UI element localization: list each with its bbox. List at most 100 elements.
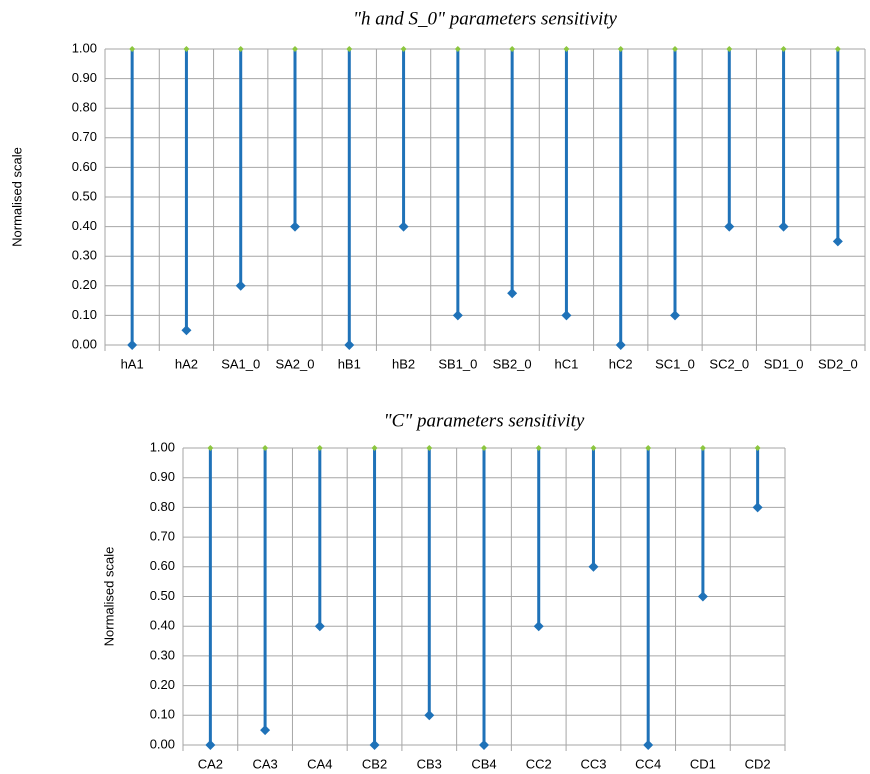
low-marker xyxy=(260,725,271,736)
x-tick-label: hC2 xyxy=(609,356,633,371)
y-tick-label: 1.00 xyxy=(150,439,175,454)
low-marker xyxy=(181,325,192,336)
y-tick-label: 0.80 xyxy=(72,100,97,115)
low-marker xyxy=(507,288,518,299)
y-tick-label: 0.30 xyxy=(150,647,175,662)
high-marker xyxy=(237,46,244,52)
y-tick-label: 0.80 xyxy=(150,499,175,514)
y-tick-label: 0.20 xyxy=(72,277,97,292)
high-marker xyxy=(346,46,353,52)
high-marker xyxy=(371,445,378,451)
low-marker xyxy=(290,221,300,232)
high-marker xyxy=(207,445,214,451)
y-tick-label: 0.60 xyxy=(72,159,97,174)
x-tick-label: CB4 xyxy=(471,756,496,771)
x-tick-label: CB2 xyxy=(362,756,387,771)
x-tick-label: SC1_0 xyxy=(655,356,695,371)
low-marker xyxy=(369,740,380,750)
low-marker xyxy=(127,340,138,350)
low-marker xyxy=(724,221,735,232)
y-tick-label: 0.00 xyxy=(72,336,97,351)
high-marker xyxy=(129,46,136,52)
x-tick-label: SA1_0 xyxy=(221,356,260,371)
x-tick-label: CA4 xyxy=(307,756,332,771)
x-tick-label: SD2_0 xyxy=(818,356,858,371)
x-tick-label: SD1_0 xyxy=(764,356,804,371)
low-marker xyxy=(778,221,789,232)
low-marker xyxy=(588,561,599,572)
y-tick-label: 0.70 xyxy=(150,529,175,544)
low-marker xyxy=(697,591,708,602)
high-marker xyxy=(262,445,269,451)
high-marker xyxy=(699,445,706,451)
x-tick-label: SC2_0 xyxy=(709,356,749,371)
high-marker xyxy=(563,46,570,52)
x-tick-label: CD2 xyxy=(745,756,771,771)
x-tick-label: hB2 xyxy=(392,356,415,371)
y-tick-label: 0.00 xyxy=(150,736,175,751)
y-tick-label: 0.50 xyxy=(150,588,175,603)
x-tick-label: SA2_0 xyxy=(275,356,314,371)
x-tick-label: CC4 xyxy=(635,756,661,771)
high-marker xyxy=(645,445,652,451)
high-marker xyxy=(481,445,487,451)
low-marker xyxy=(344,340,355,350)
high-marker xyxy=(292,46,298,52)
y-tick-label: 0.30 xyxy=(72,248,97,263)
x-tick-label: SB1_0 xyxy=(438,356,477,371)
low-marker xyxy=(643,740,654,750)
chart-title: "h and S_0" parameters sensitivity xyxy=(353,8,618,29)
low-marker xyxy=(205,740,216,750)
high-marker xyxy=(672,46,678,52)
y-tick-label: 0.10 xyxy=(150,707,175,722)
y-tick-label: 1.00 xyxy=(72,40,97,55)
low-marker xyxy=(561,310,572,321)
low-marker xyxy=(398,221,409,232)
high-marker xyxy=(400,46,407,52)
high-marker xyxy=(590,445,597,451)
low-marker xyxy=(235,280,246,291)
high-marker xyxy=(754,445,761,451)
high-marker xyxy=(426,445,433,451)
high-marker xyxy=(617,46,624,52)
low-marker xyxy=(424,710,435,721)
x-tick-label: SB2_0 xyxy=(493,356,532,371)
high-marker xyxy=(509,46,516,52)
high-marker xyxy=(454,46,461,52)
x-tick-label: hC1 xyxy=(554,356,578,371)
low-marker xyxy=(479,740,489,750)
low-marker xyxy=(533,621,544,632)
x-tick-label: CC2 xyxy=(526,756,552,771)
high-marker xyxy=(535,445,542,451)
y-tick-label: 0.40 xyxy=(150,618,175,633)
high-marker xyxy=(183,46,190,52)
x-tick-label: hB1 xyxy=(338,356,361,371)
x-tick-label: CA2 xyxy=(198,756,223,771)
y-axis-label: Normalised scale xyxy=(9,147,24,247)
high-marker xyxy=(780,46,787,52)
y-tick-label: 0.70 xyxy=(72,129,97,144)
low-marker xyxy=(832,236,843,247)
y-tick-label: 0.90 xyxy=(150,469,175,484)
x-tick-label: hA1 xyxy=(121,356,144,371)
low-marker xyxy=(314,621,325,632)
low-marker xyxy=(670,310,680,321)
y-axis-label: Normalised scale xyxy=(101,547,116,647)
low-marker xyxy=(452,310,463,321)
low-marker xyxy=(615,340,626,350)
chart-title: "C" parameters sensitivity xyxy=(384,410,585,431)
high-marker xyxy=(726,46,733,52)
x-tick-label: CC3 xyxy=(580,756,606,771)
x-tick-label: CB3 xyxy=(417,756,442,771)
y-tick-label: 0.60 xyxy=(150,558,175,573)
high-marker xyxy=(834,46,841,52)
y-tick-label: 0.90 xyxy=(72,70,97,85)
low-marker xyxy=(752,502,763,513)
y-tick-label: 0.10 xyxy=(72,307,97,322)
y-tick-label: 0.50 xyxy=(72,188,97,203)
y-tick-label: 0.20 xyxy=(150,677,175,692)
high-marker xyxy=(316,445,323,451)
x-tick-label: hA2 xyxy=(175,356,198,371)
x-tick-label: CD1 xyxy=(690,756,716,771)
